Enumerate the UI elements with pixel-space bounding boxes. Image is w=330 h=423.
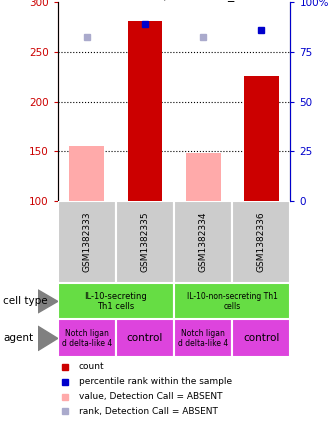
Bar (232, 201, 290, 283)
Text: value, Detection Call = ABSENT: value, Detection Call = ABSENT (79, 392, 222, 401)
Text: GSM1382336: GSM1382336 (257, 212, 266, 272)
Text: GSM1382333: GSM1382333 (82, 212, 91, 272)
Text: IL-10-non-secreting Th1
cells: IL-10-non-secreting Th1 cells (187, 292, 278, 311)
Text: rank, Detection Call = ABSENT: rank, Detection Call = ABSENT (79, 407, 217, 416)
Bar (174, 201, 232, 283)
Text: count: count (79, 363, 104, 371)
Bar (232, 319, 290, 357)
Bar (58, 319, 116, 357)
Text: cell type: cell type (3, 297, 48, 306)
Bar (174, 319, 232, 357)
Text: control: control (127, 333, 163, 343)
Polygon shape (38, 326, 58, 351)
Bar (116, 319, 174, 357)
Text: Notch ligan
d delta-like 4: Notch ligan d delta-like 4 (178, 329, 228, 348)
Bar (244, 76, 279, 201)
Polygon shape (38, 290, 58, 313)
Text: Notch ligan
d delta-like 4: Notch ligan d delta-like 4 (62, 329, 112, 348)
Bar (69, 146, 104, 201)
Bar (116, 201, 174, 283)
Bar (58, 201, 116, 283)
Text: GSM1382335: GSM1382335 (141, 212, 149, 272)
Text: IL-10-secreting
Th1 cells: IL-10-secreting Th1 cells (84, 292, 147, 311)
Text: control: control (243, 333, 280, 343)
Text: percentile rank within the sample: percentile rank within the sample (79, 377, 232, 386)
Bar (127, 21, 162, 201)
Bar (174, 283, 290, 319)
Title: GDS5609 / 1427878_at: GDS5609 / 1427878_at (101, 0, 247, 1)
Bar (58, 283, 174, 319)
Bar (186, 153, 221, 201)
Text: agent: agent (3, 333, 33, 343)
Text: GSM1382334: GSM1382334 (199, 212, 208, 272)
